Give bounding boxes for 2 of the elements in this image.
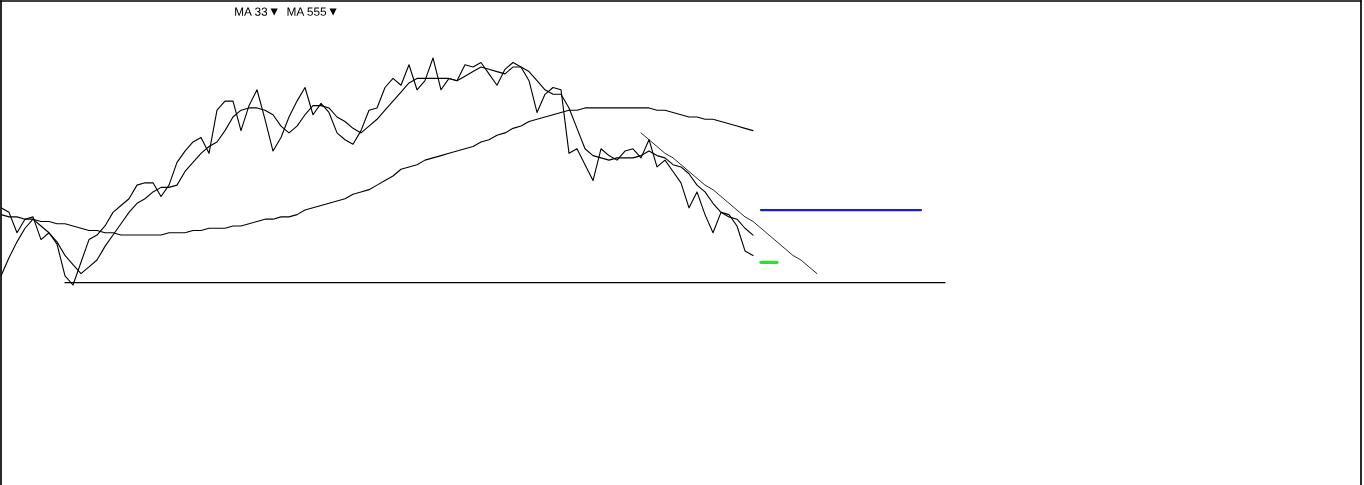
legend-label: MA 33 xyxy=(235,7,268,16)
legend-label: MA 555 xyxy=(287,7,327,16)
